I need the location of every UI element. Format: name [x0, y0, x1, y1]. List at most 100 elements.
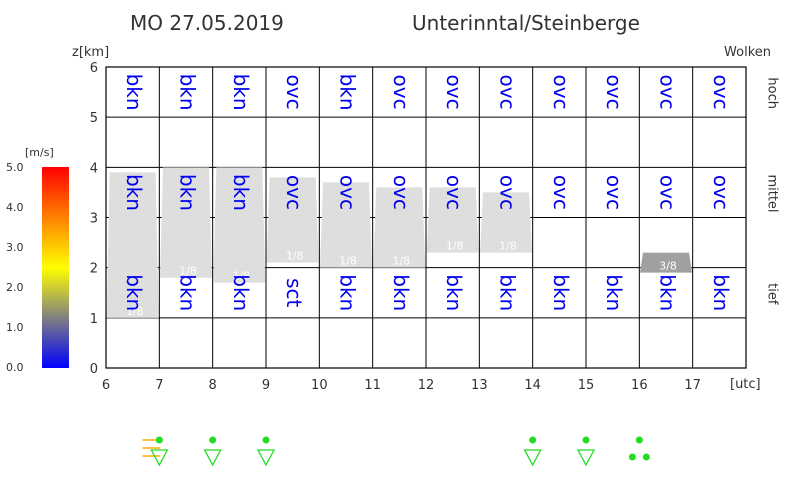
band-label: 1/8: [286, 250, 304, 263]
cloud-mid-label: ovc: [442, 175, 466, 210]
drizzle-shower-icon: [256, 436, 276, 467]
rain-icon: [628, 436, 650, 461]
cloud-low-label: bkn: [229, 274, 253, 311]
cloud-band-14: [480, 192, 532, 253]
y-tick-label: 4: [90, 161, 98, 176]
y-tick-label: 6: [90, 61, 98, 76]
cloud-band-11: [320, 182, 372, 268]
shower-triangle: [256, 449, 276, 467]
cloud-band-7: [106, 172, 159, 318]
cloud-low-label: bkn: [602, 274, 626, 311]
drizzle-shower-icon: [203, 436, 222, 467]
colorbar-tick: 5.0: [6, 161, 24, 174]
cloud-mid-label: ovc: [389, 175, 413, 210]
x-tick-label: 10: [311, 378, 328, 393]
colorbar-tick: 4.0: [6, 201, 24, 214]
cloud-band-13: [426, 187, 479, 253]
band-label: 1/8: [499, 240, 517, 253]
cloud-high-label: ovc: [602, 75, 626, 110]
cloud-high-label: bkn: [336, 74, 360, 111]
x-tick-label: 16: [631, 378, 648, 393]
cloud-low-label: bkn: [336, 274, 360, 311]
rain-dot: [628, 453, 636, 461]
cloud-low-label: bkn: [442, 274, 466, 311]
level-label-hoch: hoch: [765, 77, 780, 109]
cloud-high-label: bkn: [229, 74, 253, 111]
x-tick-label: 14: [524, 378, 541, 393]
plot-border: [105, 66, 747, 369]
x-tick-label: 15: [578, 378, 595, 393]
y-tick-label: 3: [90, 212, 98, 227]
colorbar-tick: 2.0: [6, 281, 24, 294]
cloud-high-label: ovc: [496, 75, 520, 110]
cloud-mid-label: bkn: [176, 174, 200, 211]
cloud-mid-label: ovc: [549, 175, 573, 210]
colorbar: [m/s] 5.0 4.0 3.0 2.0 1.0 0.0: [6, 146, 69, 374]
header-region: Unterinntal/Steinberge: [412, 11, 640, 35]
cloud-high-label: ovc: [389, 75, 413, 110]
x-tick-label: 8: [209, 378, 217, 393]
x-tick-label: 9: [262, 378, 270, 393]
drizzle-shower-icon: [150, 436, 169, 467]
shower-triangle: [576, 449, 596, 467]
colorbar-scale: [42, 167, 69, 368]
cloud-mid-label: bkn: [229, 174, 253, 211]
x-tick-label: 11: [364, 378, 381, 393]
cloud-low-label: sct: [282, 278, 306, 307]
cloud-low-label: bkn: [549, 274, 573, 311]
band-label: 1/8: [232, 270, 250, 283]
cloud-band-9: [213, 167, 266, 283]
drizzle-dot: [155, 436, 163, 444]
cloud-mid-label: ovc: [336, 175, 360, 210]
level-label-tief: tief: [765, 283, 780, 305]
y-tick-label: 1: [90, 312, 98, 327]
cloud-bands: 1/8 1/8 1/8 1/8 1/8 1/8 1/8 1/8 3/8: [106, 167, 692, 318]
cloud-low-label: bkn: [389, 274, 413, 311]
cloud-mid-label: ovc: [656, 175, 680, 210]
x-tick-label: 6: [102, 378, 110, 393]
shower-triangle: [150, 449, 169, 467]
band-label: 1/8: [392, 255, 410, 268]
y-tick-label: 2: [90, 262, 98, 277]
cloud-mid-label: ovc: [496, 175, 520, 210]
cloud-high-label: ovc: [282, 75, 306, 110]
x-tick-label: 17: [684, 378, 701, 393]
cloud-high-label: ovc: [656, 75, 680, 110]
cloud-band-12: [373, 187, 426, 268]
cloud-band-8: [160, 167, 212, 278]
level-labels: hoch mittel tief: [765, 77, 780, 305]
colorbar-tick: 0.0: [6, 361, 24, 374]
shower-triangle: [203, 449, 222, 467]
chart-grid: [106, 67, 746, 368]
drizzle-dot: [582, 436, 590, 444]
x-axis-label: [utc]: [730, 377, 761, 392]
chart-frame: [105, 66, 747, 369]
band-label: 1/8: [446, 240, 464, 253]
band-label: 1/8: [339, 255, 357, 268]
cloud-high-label: ovc: [549, 75, 573, 110]
colorbar-unit: [m/s]: [25, 146, 54, 159]
level-label-mittel: mittel: [765, 174, 780, 212]
drizzle-dot: [209, 436, 217, 444]
cloud-high-label: ovc: [709, 75, 733, 110]
cloud-mid-label: ovc: [602, 175, 626, 210]
band-label: 1/8: [126, 305, 144, 318]
shower-triangle: [523, 449, 542, 467]
cloud-high-label: bkn: [176, 74, 200, 111]
cloud-mid-label: ovc: [282, 175, 306, 210]
y-tick-label: 0: [90, 362, 98, 377]
cloud-low-label: bkn: [122, 274, 146, 311]
x-tick-label: 12: [418, 378, 435, 393]
band-label: 3/8: [659, 260, 677, 273]
cloud-mid-label: ovc: [709, 175, 733, 210]
rain-dot: [635, 436, 643, 444]
weather-symbols: [142, 436, 650, 467]
band-label: 1/8: [179, 265, 197, 278]
y-tick-label: 5: [90, 111, 98, 126]
chart-title: Wolken: [724, 45, 771, 60]
x-tick-label: 7: [155, 378, 163, 393]
drizzle-dot: [262, 436, 270, 444]
cloud-band-10: [266, 177, 319, 263]
